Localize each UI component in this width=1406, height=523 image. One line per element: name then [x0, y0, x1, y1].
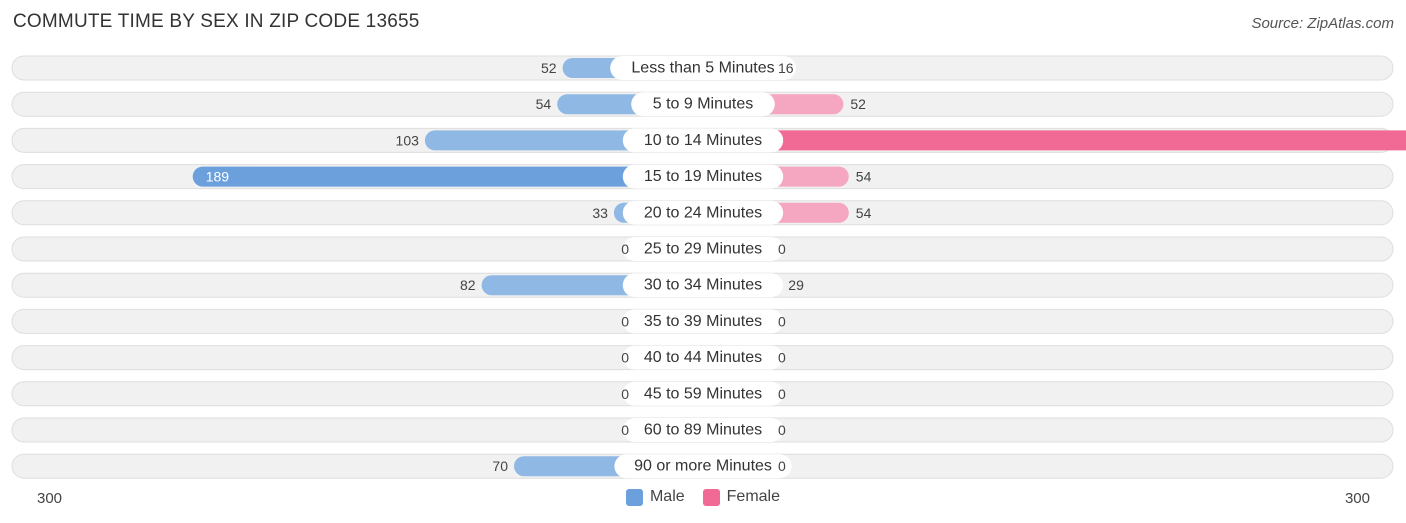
- value-label-female: 0: [778, 350, 786, 366]
- value-label-female: 52: [850, 96, 866, 112]
- category-label: 35 to 39 Minutes: [644, 313, 762, 330]
- axis-right-label: 300: [1344, 490, 1370, 507]
- category-label: 10 to 14 Minutes: [644, 132, 762, 149]
- value-label-male: 0: [621, 241, 629, 257]
- category-label: 30 to 34 Minutes: [644, 277, 762, 294]
- value-label-male: 82: [460, 277, 476, 293]
- value-label-female: 0: [778, 241, 786, 257]
- category-label-bg: [631, 92, 775, 117]
- legend-swatch-female: [702, 488, 720, 506]
- category-label-bg: [622, 309, 784, 334]
- category-label-bg: [622, 128, 784, 153]
- category-label: 15 to 19 Minutes: [644, 168, 762, 185]
- chart-source: Source: ZipAtlas.com: [1251, 15, 1394, 32]
- category-label-bg: [622, 237, 784, 261]
- category-label: 60 to 89 Minutes: [644, 422, 762, 439]
- category-label-bg: [622, 164, 784, 189]
- category-label-bg: [614, 454, 792, 479]
- value-label-male: 52: [541, 60, 557, 76]
- category-label: 90 or more Minutes: [634, 458, 772, 475]
- value-label-female: 16: [778, 60, 794, 76]
- legend-swatch-male: [625, 488, 643, 506]
- category-label-bg: [622, 381, 784, 406]
- legend-label-female: Female: [726, 488, 781, 505]
- category-label-bg: [622, 273, 784, 298]
- value-label-female: 0: [778, 422, 786, 438]
- legend-item-male: Male: [625, 488, 685, 506]
- value-label-male: 103: [396, 132, 420, 148]
- category-label: Less than 5 Minutes: [631, 60, 774, 77]
- value-label-female: 0: [778, 313, 786, 329]
- legend-label-male: Male: [649, 488, 685, 505]
- value-label-male: 33: [592, 205, 608, 221]
- category-label-bg: [622, 200, 784, 225]
- category-label: 45 to 59 Minutes: [644, 385, 762, 402]
- category-label: 5 to 9 Minutes: [653, 96, 754, 113]
- axis-left-label: 300: [37, 490, 63, 507]
- category-label: 25 to 29 Minutes: [644, 241, 762, 258]
- value-label-male: 0: [621, 313, 629, 329]
- category-label-bg: [622, 418, 784, 442]
- bar-female: [703, 130, 1406, 151]
- value-label-male: 70: [492, 458, 508, 474]
- chart-title: COMMUTE TIME BY SEX IN ZIP CODE 13655: [13, 11, 420, 32]
- bar-male: [192, 166, 703, 187]
- value-label-male: 189: [206, 169, 230, 185]
- category-label: 40 to 44 Minutes: [644, 349, 762, 366]
- value-label-female: 54: [856, 169, 872, 185]
- category-label: 20 to 24 Minutes: [644, 204, 762, 221]
- value-label-male: 0: [621, 422, 629, 438]
- value-label-male: 0: [621, 350, 629, 366]
- value-label-female: 0: [778, 386, 786, 402]
- legend: Male Female: [0, 488, 1406, 506]
- category-label-bg: [622, 345, 784, 370]
- value-label-female: 29: [788, 277, 804, 293]
- value-label-male: 0: [621, 386, 629, 402]
- category-label-bg: [610, 56, 796, 80]
- value-label-female: 54: [856, 205, 872, 221]
- legend-item-female: Female: [702, 488, 781, 506]
- value-label-female: 0: [778, 458, 786, 474]
- value-label-male: 54: [536, 96, 552, 112]
